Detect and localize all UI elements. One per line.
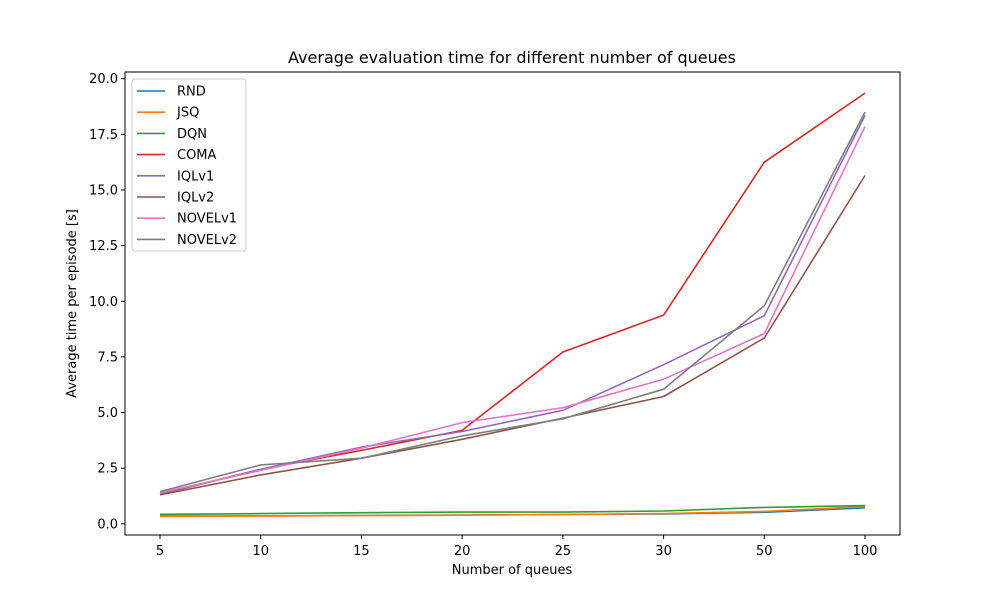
y-tick-label: 17.5: [89, 128, 118, 143]
x-tick-label: 100: [853, 544, 878, 559]
x-tick-label: 25: [555, 544, 572, 559]
legend-label-rnd: RND: [177, 85, 206, 100]
series-line-novelv2: [159, 111, 866, 493]
x-axis: 5 10 15 20 25 30 50 100: [156, 535, 878, 559]
legend-label-coma: COMA: [177, 148, 217, 163]
y-tick-label: 0.0: [97, 517, 118, 532]
x-tick-label: 15: [353, 544, 370, 559]
x-tick-label: 50: [756, 544, 773, 559]
y-tick-label: 2.5: [97, 462, 118, 477]
plot-area: [124, 71, 901, 536]
legend-label-novelv2: NOVELv2: [177, 233, 237, 248]
series-line-jsq: [159, 505, 866, 518]
series-lines: [159, 92, 866, 518]
chart-title: Average evaluation time for different nu…: [288, 48, 736, 67]
x-tick-label: 20: [454, 544, 471, 559]
y-axis: 0.0 2.5 5.0 7.5 10.0 12.5 15.0 17.5 20.0: [89, 72, 125, 532]
series-line-iqlv2: [159, 175, 866, 496]
x-axis-label: Number of queues: [452, 563, 573, 578]
series-line-novelv1: [159, 126, 866, 494]
x-tick-label: 30: [655, 544, 672, 559]
legend-label-iqlv1: IQLv1: [177, 169, 214, 184]
y-tick-label: 12.5: [89, 239, 118, 254]
series-line-dqn: [159, 504, 866, 516]
legend-label-iqlv2: IQLv2: [177, 191, 214, 206]
legend-label-jsq: JSQ: [176, 106, 199, 121]
legend-label-novelv1: NOVELv1: [177, 212, 237, 227]
legend-box: [131, 78, 247, 252]
y-tick-label: 15.0: [89, 183, 118, 198]
legend: RND JSQ DQN COMA IQLv1 IQLv2 NOVELv1 NOVELv2: [131, 78, 247, 252]
x-tick-label: 10: [252, 544, 269, 559]
y-tick-label: 7.5: [97, 350, 118, 365]
legend-label-dqn: DQN: [177, 127, 207, 142]
series-line-iqlv1: [159, 115, 866, 495]
y-tick-label: 10.0: [89, 295, 118, 310]
y-tick-label: 20.0: [89, 72, 118, 87]
y-tick-label: 5.0: [97, 406, 118, 421]
x-tick-label: 5: [156, 544, 164, 559]
y-axis-label: Average time per episode [s]: [65, 209, 80, 398]
